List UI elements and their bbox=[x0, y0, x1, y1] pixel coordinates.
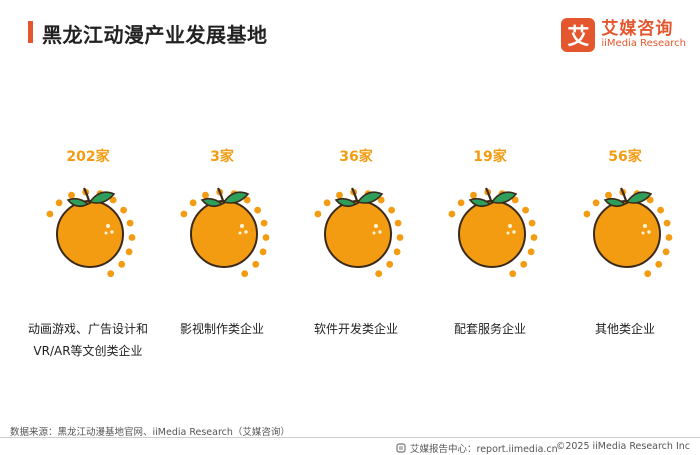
page-title: 黑龙江动漫产业发展基地 bbox=[42, 23, 268, 47]
orange-icon bbox=[172, 182, 272, 282]
category-item: 202家动画游戏、广告设计和VR/AR等文创类企业 bbox=[18, 140, 158, 362]
orange-icon bbox=[575, 182, 675, 282]
brand-name-cn: 艾媒咨询 bbox=[601, 18, 674, 39]
footer-report-site: 艾媒报告中心：report.iimedia.cn bbox=[396, 441, 558, 455]
category-item: 3家影视制作类企业 bbox=[152, 140, 292, 340]
category-count: 56家 bbox=[608, 149, 642, 165]
category-label: 软件开发类企业 bbox=[313, 322, 398, 336]
category-label: 配套服务企业 bbox=[453, 322, 526, 336]
copyright-text: ©2025 iiMedia Research Inc bbox=[555, 441, 690, 452]
category-count: 19家 bbox=[473, 149, 507, 165]
orange-icon bbox=[38, 182, 138, 282]
category-label: 影视制作类企业 bbox=[179, 322, 264, 336]
category-count: 202家 bbox=[66, 149, 110, 165]
category-item: 36家软件开发类企业 bbox=[286, 140, 426, 340]
title-accent-bar bbox=[28, 21, 33, 43]
category-count: 3家 bbox=[210, 149, 234, 165]
category-count: 36家 bbox=[339, 149, 373, 165]
category-label: 动画游戏、广告设计和VR/AR等文创类企业 bbox=[27, 322, 148, 358]
brand-logo-icon: 艾 bbox=[561, 18, 596, 52]
footer-divider bbox=[0, 437, 700, 438]
category-item: 19家配套服务企业 bbox=[420, 140, 560, 340]
brand-name-en: iiMedia Research bbox=[601, 37, 686, 49]
orange-icon bbox=[440, 182, 540, 282]
footer-site-text: 艾媒报告中心：report.iimedia.cn bbox=[410, 444, 558, 455]
orange-icon bbox=[306, 182, 406, 282]
data-source-note: 数据来源：黑龙江动漫基地官网、iiMedia Research（艾媒咨询） bbox=[10, 427, 290, 438]
category-label: 其他类企业 bbox=[594, 322, 655, 336]
report-center-icon bbox=[396, 443, 406, 453]
brand-logo-block: 艾 艾媒咨询 iiMedia Research bbox=[561, 17, 686, 53]
category-item: 56家其他类企业 bbox=[555, 140, 695, 340]
